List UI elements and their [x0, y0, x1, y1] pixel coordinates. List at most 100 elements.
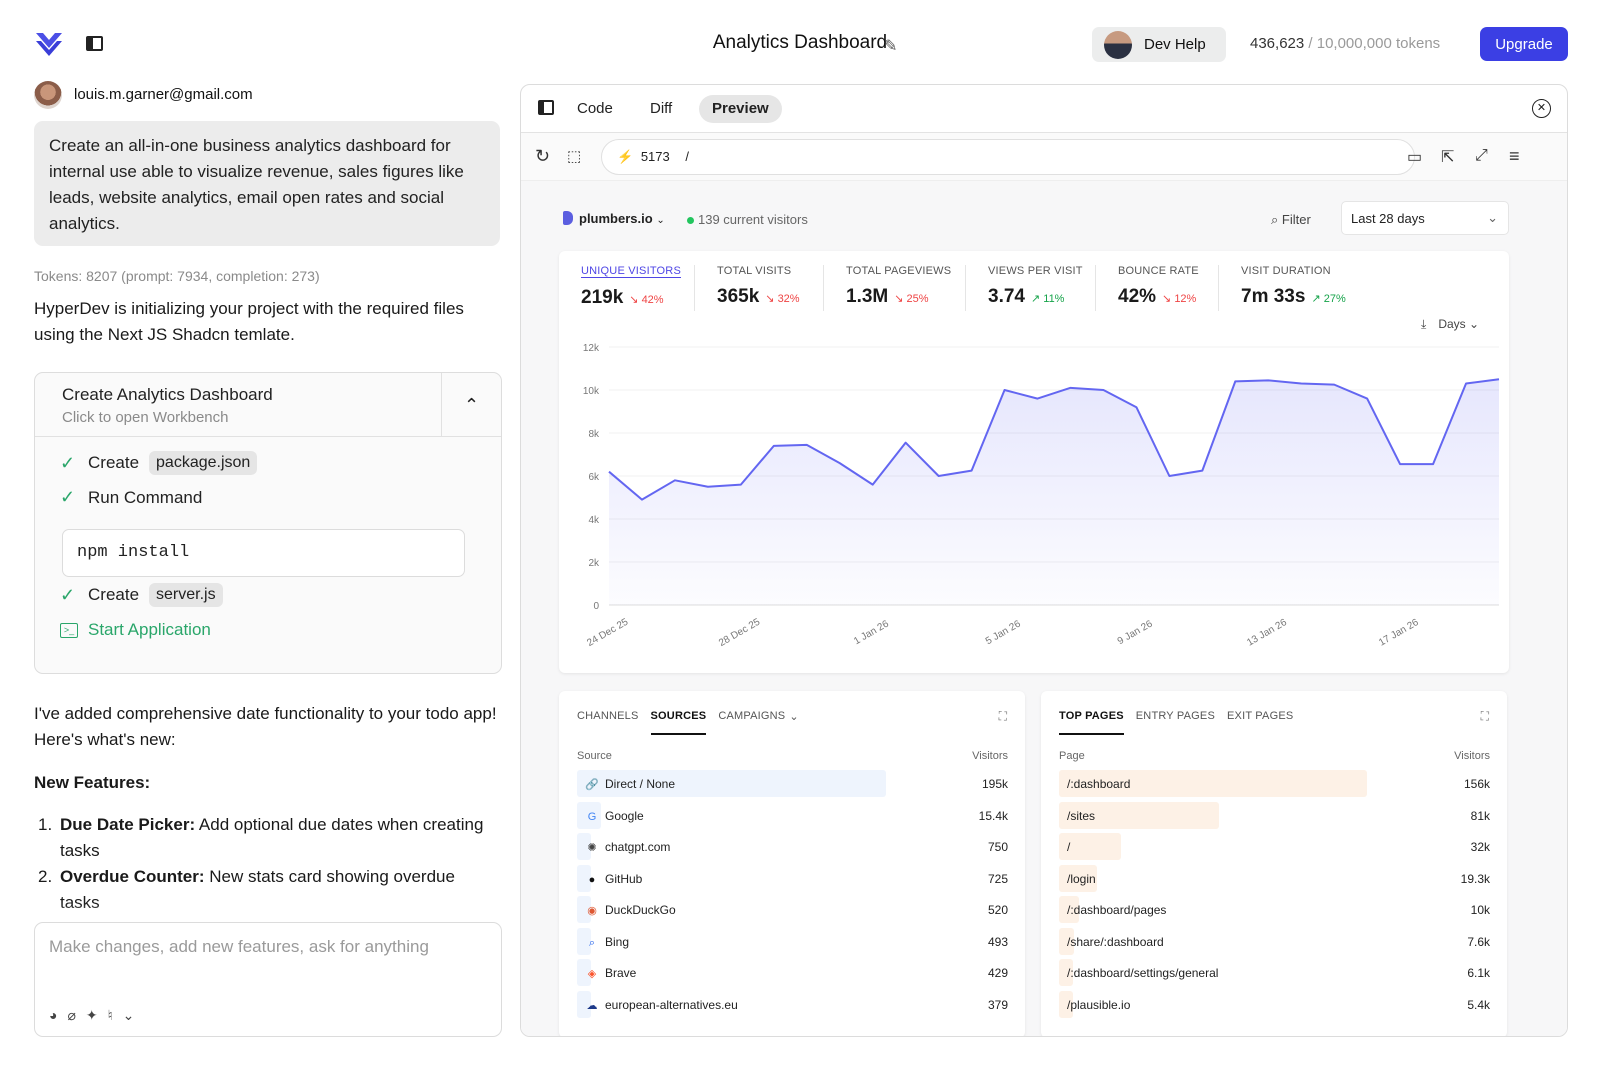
stat-value: 219k ↘ 42% [581, 287, 681, 309]
stat-views-per-visit[interactable]: VIEWS PER VISIT 3.74 ↗ 11% [988, 265, 1083, 308]
stat-label: UNIQUE VISITORS [581, 265, 681, 278]
step-start-application[interactable]: >_ Start Application [60, 620, 211, 640]
table-row[interactable]: ☁ european-alternatives.eu 379 [577, 990, 1008, 1018]
chevron-down-icon: ⌄ [656, 215, 665, 226]
y-tick-label: 0 [593, 601, 599, 612]
workbench-card[interactable]: Create Analytics Dashboard Click to open… [34, 372, 502, 674]
interval-select[interactable]: ⤓ Days ⌄ [1421, 317, 1479, 332]
feature-text: Add optional due dates when creating tas… [60, 815, 484, 860]
pages-card: TOP PAGES ENTRY PAGES EXIT PAGES ⛶ Page Vis… [1041, 691, 1507, 1036]
table-row[interactable]: /:dashboard 156k [1059, 770, 1490, 797]
table-row[interactable]: /share/:dashboard 7.6k [1059, 927, 1490, 955]
tab-exit-pages[interactable]: EXIT PAGES [1227, 710, 1294, 722]
table-row[interactable]: /plausible.io 5.4k [1059, 990, 1490, 1018]
file-chip[interactable]: package.json [149, 451, 258, 475]
table-row[interactable]: /login 19.3k [1059, 864, 1490, 892]
stat-visit-duration[interactable]: VISIT DURATION 7m 33s ↗ 27% [1241, 265, 1346, 308]
expand-icon[interactable]: ⛶ [998, 709, 1007, 723]
table-row[interactable]: 🔗 Direct / None 195k [577, 770, 1008, 797]
row-name: /sites [1067, 808, 1096, 823]
url-input[interactable]: ⚡ 5173 / [601, 139, 1415, 175]
stat-unique-visitors[interactable]: UNIQUE VISITORS 219k ↘ 42% [581, 265, 681, 309]
row-value: 429 [987, 966, 1008, 980]
table-row[interactable]: /:dashboard/pages 10k [1059, 896, 1490, 923]
site-selector[interactable]: plumbers.io ⌄ [563, 211, 665, 226]
chevron-down-icon[interactable]: ⌄ [122, 1007, 135, 1023]
pages-tabs: TOP PAGES ENTRY PAGES EXIT PAGES [1059, 710, 1293, 735]
row-bar [577, 833, 591, 860]
date-range-select[interactable]: Last 28 days ⌄ [1341, 201, 1509, 235]
hyperdev-logo-icon[interactable] [34, 30, 64, 58]
sidebar-toggle-icon[interactable] [86, 36, 103, 51]
row-name: /login [1067, 871, 1096, 886]
tab-channels[interactable]: CHANNELS [577, 710, 639, 722]
table-row[interactable]: ◈ Brave 429 [577, 959, 1008, 986]
row-bar [1059, 990, 1073, 1018]
row-value: 520 [987, 903, 1008, 917]
expand-icon[interactable]: ⛶ [1480, 709, 1489, 723]
tab-preview[interactable]: Preview [699, 95, 782, 123]
row-label: G Google [585, 809, 644, 823]
bing-icon: ⌕ [588, 936, 596, 949]
tab-sources[interactable]: SOURCES [650, 710, 707, 735]
column-source: Source [577, 750, 612, 762]
devices-icon[interactable]: ▭ [1407, 149, 1423, 166]
divider [965, 265, 966, 311]
row-bar [577, 896, 591, 923]
workbench-header[interactable]: Create Analytics Dashboard Click to open… [35, 373, 501, 437]
reload-icon[interactable]: ↻ [535, 146, 551, 166]
sparkles-icon[interactable]: ✦ [85, 1007, 98, 1023]
fullscreen-icon[interactable]: ⤢ [1475, 147, 1488, 164]
close-icon[interactable]: ✕ [1532, 99, 1551, 118]
download-icon[interactable]: ⤓ [1421, 317, 1427, 331]
stat-label: VIEWS PER VISIT [988, 265, 1083, 277]
tab-top-pages[interactable]: TOP PAGES [1059, 710, 1124, 735]
stat-bounce-rate[interactable]: BOUNCE RATE 42% ↘ 12% [1118, 265, 1199, 308]
table-header: Page Visitors [1059, 750, 1490, 762]
arrow-down-right-icon: ↘ [894, 293, 904, 305]
filter-button[interactable]: ⌕ Filter [1271, 212, 1311, 228]
panel-toggle-icon[interactable] [538, 100, 554, 115]
collapse-chevron-up-icon[interactable]: ⌃ [441, 373, 501, 437]
row-value: 15.4k [978, 808, 1008, 823]
select-frame-icon[interactable]: ⬚ [567, 148, 582, 165]
x-tick-label: 24 Dec 25 [585, 616, 630, 649]
dev-help-button[interactable]: Dev Help [1092, 27, 1226, 62]
table-row[interactable]: ✺ chatgpt.com 750 [577, 833, 1008, 860]
stat-value: 7m 33s ↗ 27% [1241, 286, 1346, 308]
tab-entry-pages[interactable]: ENTRY PAGES [1135, 710, 1215, 722]
table-row[interactable]: G Google 15.4k [577, 801, 1008, 829]
current-visitors: 139 current visitors [687, 212, 808, 227]
tab-code[interactable]: Code [577, 100, 613, 117]
tab-diff[interactable]: Diff [650, 100, 673, 117]
preview-panel: Code Diff Preview ✕ ↻ ⬚ ⚡ 5173 / ▭ ⇱ ⤢ ≡… [520, 84, 1568, 1037]
menu-icon[interactable]: ≡ [1509, 146, 1520, 166]
stat-total-pageviews[interactable]: TOTAL PAGEVIEWS 1.3M ↘ 25% [846, 265, 951, 308]
paperclip-icon[interactable]: ⌀ [67, 1007, 76, 1023]
tokens-total: / 10,000,000 tokens [1308, 35, 1441, 52]
stat-number: 3.74 [988, 286, 1025, 307]
pointer-select-icon[interactable]: ⇱ [1441, 149, 1455, 166]
arrow-down-right-icon: ↘ [1162, 293, 1172, 305]
token-counter: 436,623 / 10,000,000 tokens [1250, 35, 1440, 52]
file-chip[interactable]: server.js [149, 583, 223, 607]
row-bar [1059, 927, 1075, 955]
microphone-icon[interactable]: ♮ [107, 1007, 113, 1023]
plausible-icon [563, 211, 573, 225]
stat-total-visits[interactable]: TOTAL VISITS 365k ↘ 32% [717, 265, 800, 308]
chevron-down-icon: ⌄ [1469, 317, 1480, 331]
upgrade-button[interactable]: Upgrade [1480, 27, 1568, 61]
edit-title-pencil-icon[interactable]: ✎ [884, 38, 898, 55]
table-row[interactable]: /:dashboard/settings/general 6.1k [1059, 959, 1490, 986]
chat-input[interactable] [49, 937, 479, 957]
stat-change-value: 42% [641, 294, 664, 306]
stat-change-value: 11% [1043, 293, 1065, 305]
row-bar [1059, 833, 1121, 860]
palette-icon[interactable]: ◕ [49, 1007, 58, 1023]
table-row[interactable]: / 32k [1059, 833, 1490, 860]
table-row[interactable]: /sites 81k [1059, 801, 1490, 829]
table-row[interactable]: ⌕ Bing 493 [577, 927, 1008, 955]
table-row[interactable]: ◉ DuckDuckGo 520 [577, 896, 1008, 923]
tab-campaigns[interactable]: CAMPAIGNS [718, 710, 786, 722]
table-row[interactable]: ● GitHub 725 [577, 864, 1008, 892]
